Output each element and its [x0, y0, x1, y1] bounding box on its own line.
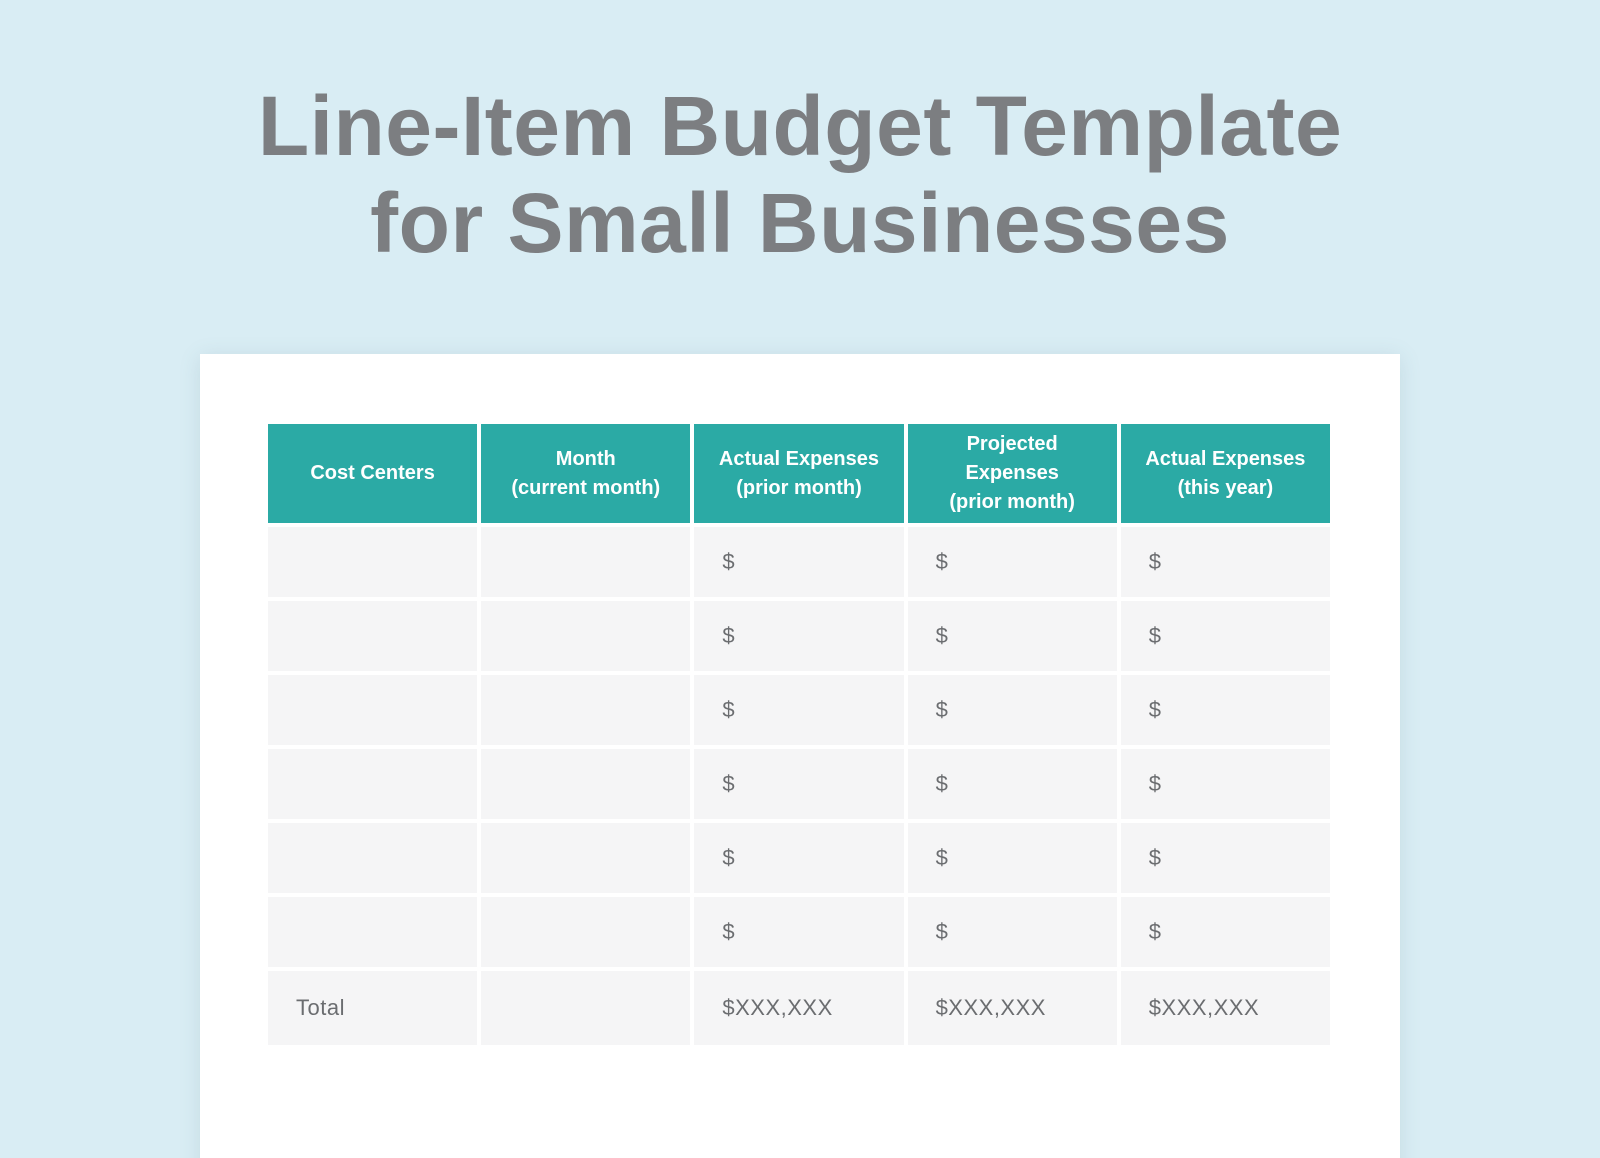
column-header-month-current: Month (current month) — [481, 424, 691, 523]
table-cell-month — [481, 749, 691, 819]
table-cell-cost-center — [268, 823, 478, 893]
table-cell-actual-prior: $ — [694, 749, 904, 819]
table-cell-cost-center — [268, 527, 478, 597]
table-cell-actual-year: $ — [1120, 897, 1330, 967]
table-cell-actual-year: $ — [1120, 675, 1330, 745]
table-cell-cost-center — [268, 749, 478, 819]
table-cell-month — [481, 897, 691, 967]
table-cell-actual-year: $ — [1120, 823, 1330, 893]
table-cell-projected-prior: $ — [907, 675, 1117, 745]
table-cell-cost-center — [268, 601, 478, 671]
total-actual-prior-cell: $XXX,XXX — [694, 971, 904, 1045]
column-header-actual-expenses-this-year: Actual Expenses (this year) — [1120, 424, 1330, 523]
table-row: $ $ $ — [268, 527, 1330, 597]
table-cell-projected-prior: $ — [907, 527, 1117, 597]
table-cell-month — [481, 823, 691, 893]
table-cell-month — [481, 675, 691, 745]
column-header-actual-expenses-prior-month: Actual Expenses (prior month) — [694, 424, 904, 523]
table-row: $ $ $ — [268, 823, 1330, 893]
table-cell-actual-prior: $ — [694, 601, 904, 671]
budget-table: Cost Centers Month (current month) Actua… — [264, 420, 1334, 1049]
table-cell-actual-prior: $ — [694, 897, 904, 967]
column-header-cost-centers: Cost Centers — [268, 424, 478, 523]
title-line-2: for Small Businesses — [370, 175, 1230, 270]
table-total-row: Total $XXX,XXX $XXX,XXX $XXX,XXX — [268, 971, 1330, 1045]
table-cell-cost-center — [268, 675, 478, 745]
table-cell-projected-prior: $ — [907, 897, 1117, 967]
table-row: $ $ $ — [268, 675, 1330, 745]
table-cell-actual-prior: $ — [694, 823, 904, 893]
table-cell-actual-year: $ — [1120, 601, 1330, 671]
table-cell-actual-prior: $ — [694, 527, 904, 597]
table-cell-projected-prior: $ — [907, 823, 1117, 893]
total-label-cell: Total — [268, 971, 478, 1045]
table-cell-month — [481, 601, 691, 671]
table-row: $ $ $ — [268, 749, 1330, 819]
table-header-row: Cost Centers Month (current month) Actua… — [268, 424, 1330, 523]
table-cell-month — [481, 527, 691, 597]
document-card: Cost Centers Month (current month) Actua… — [200, 354, 1400, 1158]
table-cell-actual-prior: $ — [694, 675, 904, 745]
total-month-cell — [481, 971, 691, 1045]
total-projected-prior-cell: $XXX,XXX — [907, 971, 1117, 1045]
table-cell-actual-year: $ — [1120, 749, 1330, 819]
total-actual-year-cell: $XXX,XXX — [1120, 971, 1330, 1045]
page-title: Line-Item Budget Template for Small Busin… — [0, 78, 1600, 271]
title-line-1: Line-Item Budget Template — [257, 79, 1343, 173]
table-row: $ $ $ — [268, 601, 1330, 671]
column-header-projected-expenses-prior-month: Projected Expenses (prior month) — [907, 424, 1117, 523]
table-cell-projected-prior: $ — [907, 601, 1117, 671]
table-cell-cost-center — [268, 897, 478, 967]
table-cell-actual-year: $ — [1120, 527, 1330, 597]
table-row: $ $ $ — [268, 897, 1330, 967]
table-cell-projected-prior: $ — [907, 749, 1117, 819]
